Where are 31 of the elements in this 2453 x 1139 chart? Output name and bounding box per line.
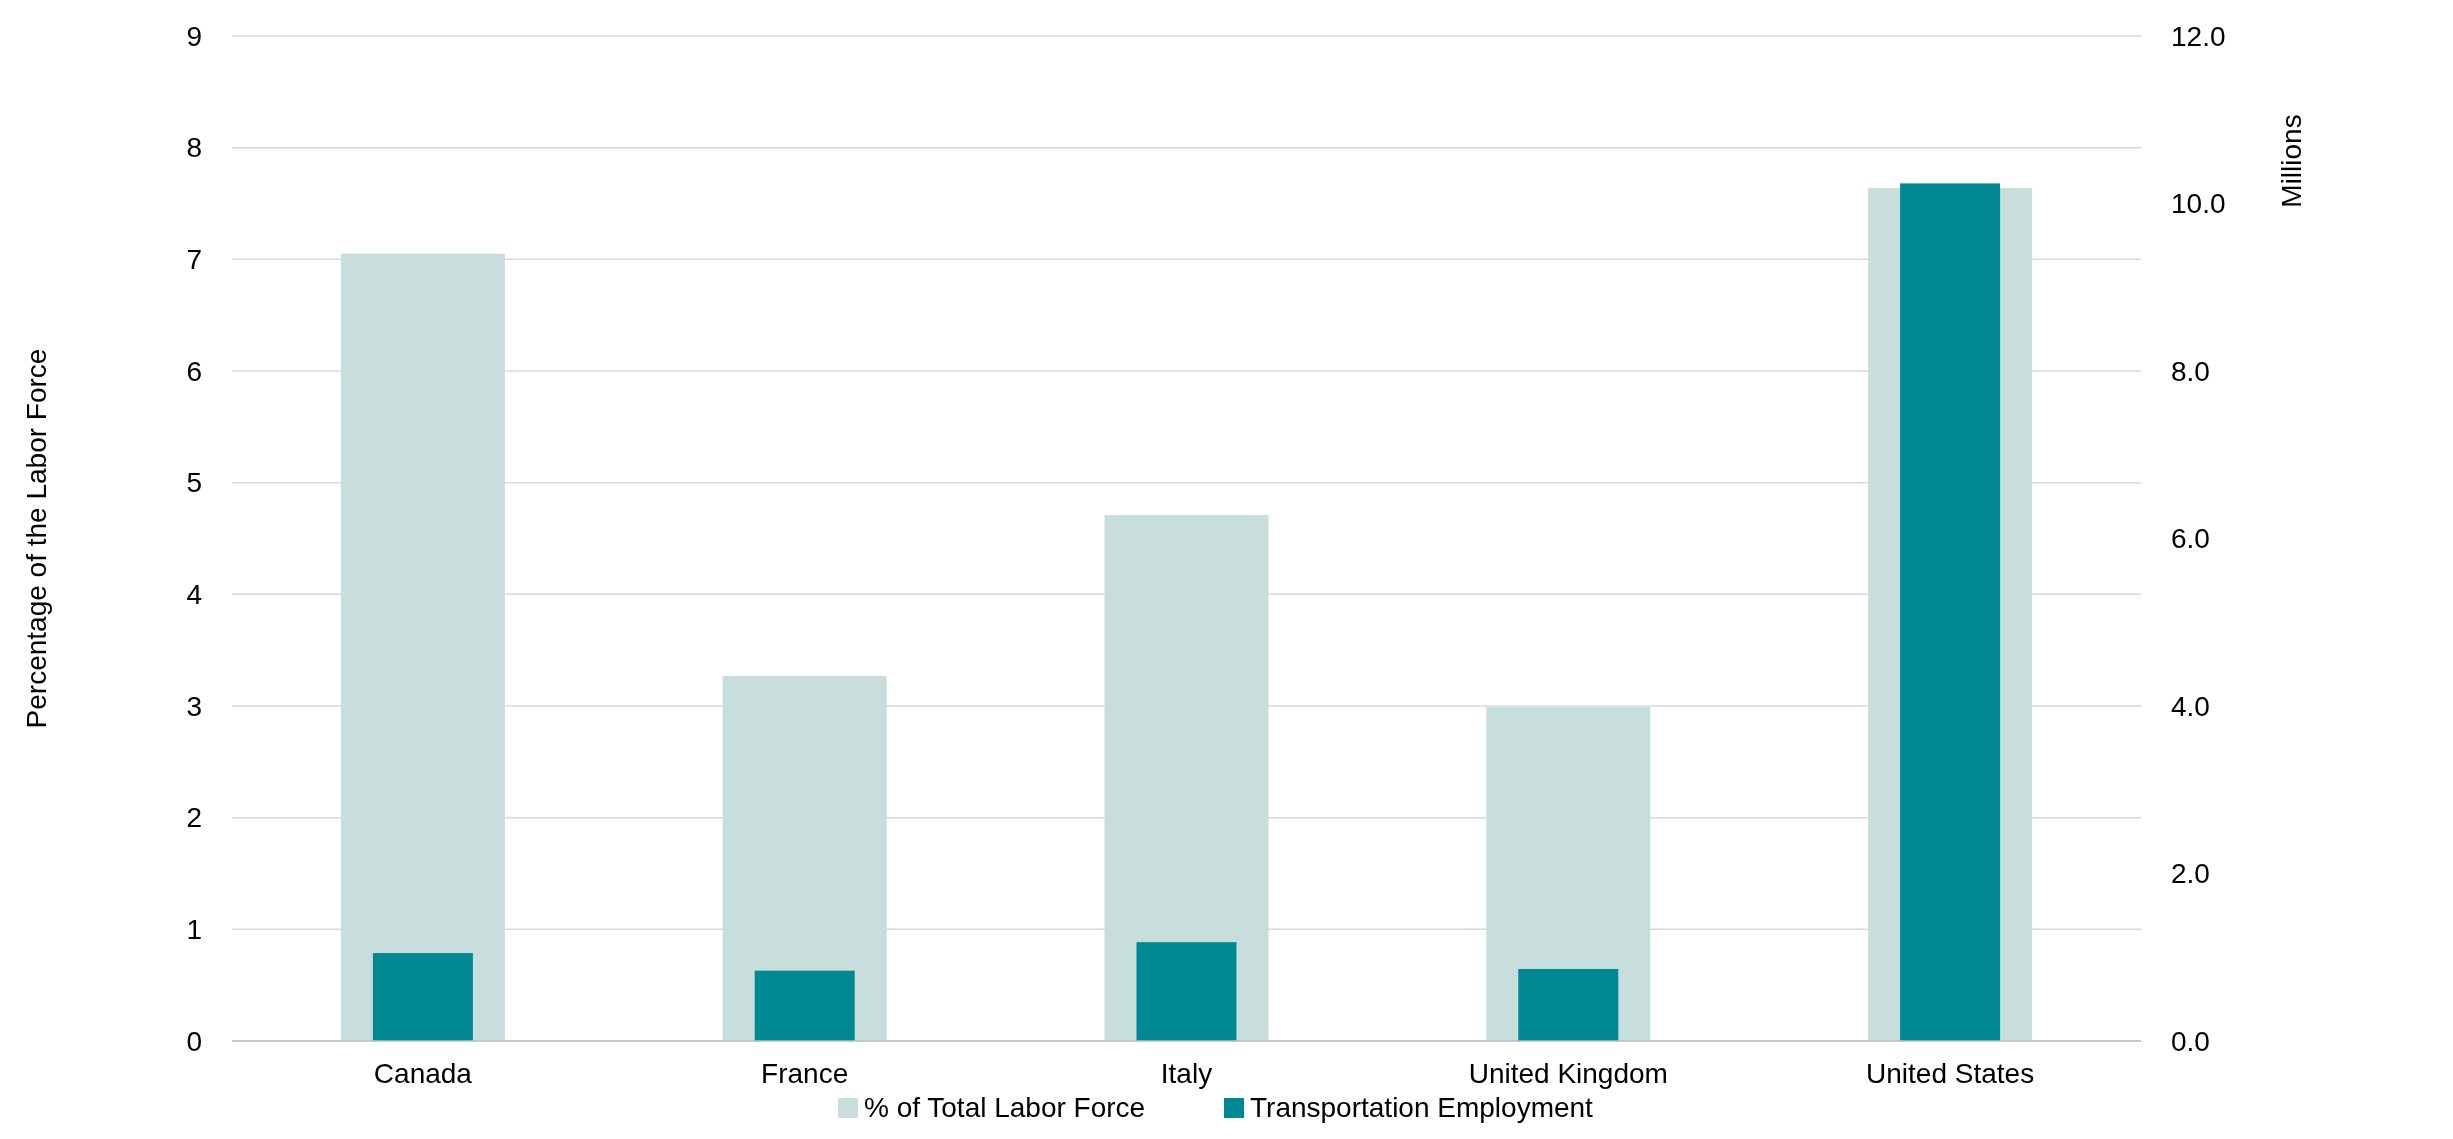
- y-tick-label: 1: [186, 913, 202, 945]
- x-tick-label: Italy: [1160, 1058, 1213, 1089]
- bar: [340, 253, 505, 1041]
- y-tick-label: 7: [186, 243, 202, 275]
- y-tick-label: 4: [186, 578, 202, 610]
- x-tick-label: United States: [1866, 1058, 2035, 1089]
- y-tick-label: 3: [186, 690, 202, 722]
- x-tick-label: France: [761, 1058, 849, 1089]
- y2-tick-label: 6.0: [2171, 523, 2210, 554]
- bar: [372, 953, 473, 1041]
- y-tick-label: 0: [186, 1025, 202, 1057]
- bar: [754, 970, 855, 1041]
- y2-axis-title: Millions: [2276, 114, 2307, 208]
- y2-tick-label: 4.0: [2171, 690, 2210, 722]
- y2-tick-label: 10.0: [2171, 188, 2226, 219]
- y2-tick-label: 12.0: [2171, 20, 2226, 52]
- legend-label: Transportation Employment: [1250, 1092, 1594, 1123]
- bar: [1136, 942, 1237, 1041]
- y2-tick-label: 2.0: [2171, 858, 2210, 889]
- y-tick-label: 9: [186, 20, 202, 52]
- y-tick-label: 8: [186, 132, 202, 164]
- bar: [1518, 968, 1619, 1041]
- x-tick-label: Canada: [373, 1058, 473, 1089]
- y-tick-label: 5: [186, 467, 202, 499]
- legend-label: % of Total Labor Force: [864, 1092, 1146, 1123]
- y-tick-label: 2: [186, 802, 202, 834]
- y2-tick-label: 8.0: [2171, 355, 2210, 387]
- y-axis-title: Percentage of the Labor Force: [21, 348, 52, 729]
- x-tick-label: United Kingdom: [1468, 1058, 1668, 1089]
- y2-tick-label: 0.0: [2171, 1025, 2210, 1057]
- y-tick-label: 6: [186, 355, 202, 387]
